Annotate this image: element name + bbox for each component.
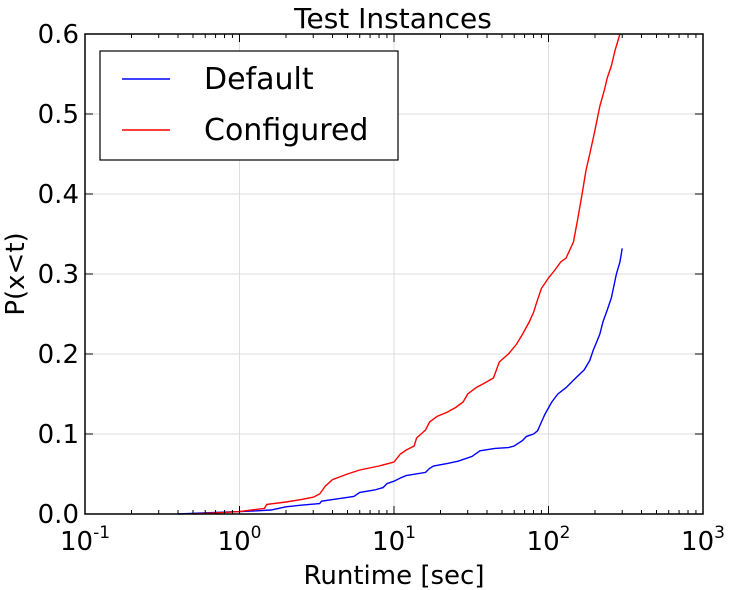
chart-title: Test Instances [293, 2, 492, 35]
y-tick-label: 0.6 [38, 20, 79, 50]
x-tick-label: 10-1 [60, 523, 110, 557]
legend-box [99, 50, 399, 161]
legend-label-default: Default [204, 62, 314, 97]
series-layer [177, 33, 623, 515]
legend-label-configured: Configured [204, 113, 368, 148]
x-tick-label: 103 [681, 523, 725, 557]
y-axis-label: P(x<t) [1, 232, 31, 315]
x-tick-label: 102 [527, 523, 571, 557]
x-axis-label: Runtime [sec] [304, 561, 485, 590]
ticks: 10-1 100 101 102 103 0.0 0.1 0.2 0.3 0.4 0.5 0.6 [38, 20, 725, 557]
x-tick-label: 100 [218, 523, 262, 557]
series-line-configured [192, 33, 621, 515]
x-tick-label: 101 [372, 523, 416, 557]
y-tick-label: 0.4 [38, 180, 79, 210]
legend: Default Configured [99, 50, 399, 161]
y-tick-label: 0.5 [38, 100, 79, 130]
y-tick-label: 0.1 [38, 420, 79, 450]
y-tick-label: 0.3 [38, 260, 79, 290]
series-line-default [177, 248, 623, 515]
y-tick-label: 0.2 [38, 340, 79, 370]
y-tick-label: 0.0 [38, 500, 79, 530]
